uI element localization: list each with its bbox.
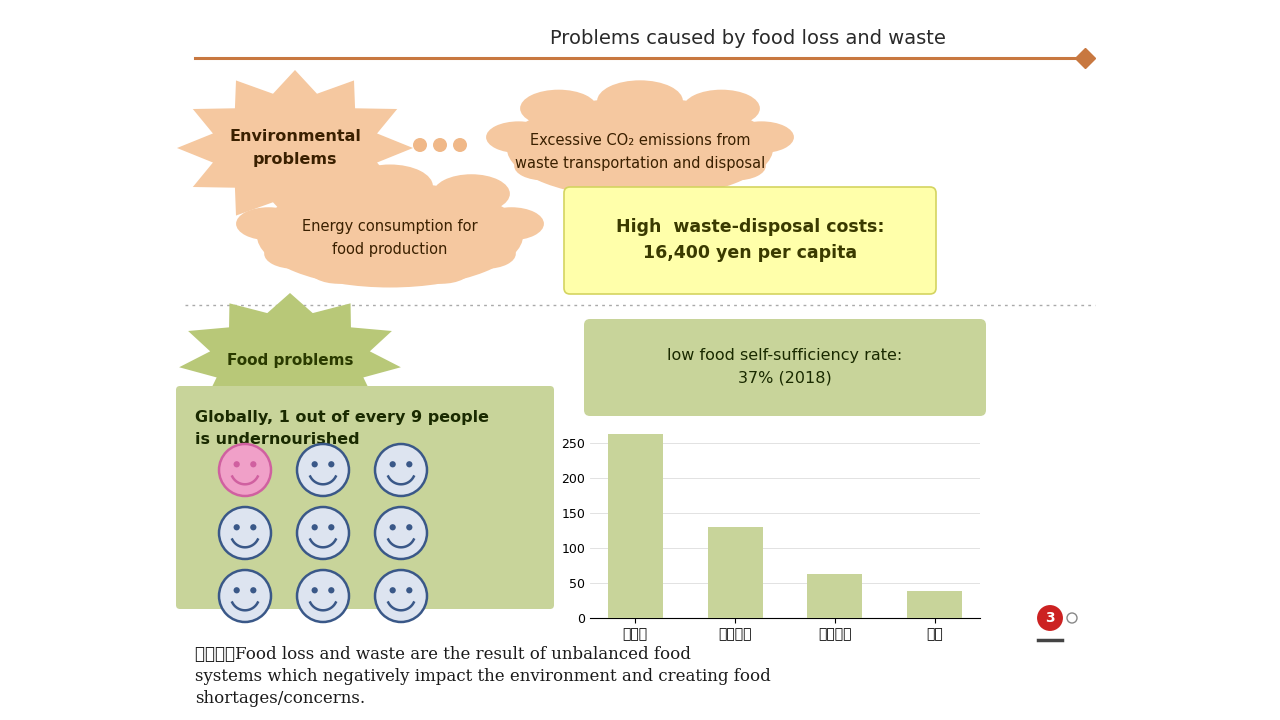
Circle shape bbox=[328, 587, 334, 593]
Circle shape bbox=[406, 587, 412, 593]
Circle shape bbox=[250, 587, 256, 593]
Bar bbox=[808, 574, 863, 618]
Circle shape bbox=[311, 461, 317, 467]
Bar bbox=[708, 527, 763, 618]
Circle shape bbox=[250, 524, 256, 531]
Ellipse shape bbox=[507, 98, 773, 199]
Ellipse shape bbox=[486, 122, 552, 153]
Ellipse shape bbox=[684, 90, 760, 127]
Bar bbox=[908, 591, 963, 618]
Circle shape bbox=[233, 587, 239, 593]
Text: Environmental
problems: Environmental problems bbox=[229, 130, 361, 166]
Ellipse shape bbox=[515, 152, 573, 181]
Bar bbox=[608, 434, 663, 618]
Circle shape bbox=[453, 138, 467, 152]
FancyBboxPatch shape bbox=[584, 319, 986, 416]
Circle shape bbox=[413, 138, 428, 152]
Ellipse shape bbox=[270, 174, 347, 213]
Circle shape bbox=[219, 570, 271, 622]
Ellipse shape bbox=[236, 207, 301, 240]
Circle shape bbox=[310, 223, 320, 233]
Ellipse shape bbox=[520, 90, 596, 127]
Circle shape bbox=[298, 208, 312, 222]
Circle shape bbox=[317, 234, 326, 242]
Text: low food self-sufficiency rate:
37% (2018): low food self-sufficiency rate: 37% (201… bbox=[667, 348, 902, 386]
Circle shape bbox=[389, 461, 396, 467]
Text: Excessive CO₂ emissions from
waste transportation and disposal: Excessive CO₂ emissions from waste trans… bbox=[515, 133, 765, 171]
Text: 3: 3 bbox=[1046, 611, 1055, 625]
Ellipse shape bbox=[662, 166, 722, 195]
Text: 図表１：Food loss and waste are the result of unbalanced food: 図表１：Food loss and waste are the result o… bbox=[195, 646, 691, 663]
Circle shape bbox=[375, 507, 428, 559]
Text: High  waste-disposal costs:
16,400 yen per capita: High waste-disposal costs: 16,400 yen pe… bbox=[616, 217, 884, 262]
Circle shape bbox=[406, 461, 412, 467]
Circle shape bbox=[375, 444, 428, 496]
Ellipse shape bbox=[457, 239, 516, 269]
Text: Problems caused by food loss and waste: Problems caused by food loss and waste bbox=[550, 29, 946, 48]
Ellipse shape bbox=[479, 207, 544, 240]
Ellipse shape bbox=[728, 122, 794, 153]
Polygon shape bbox=[179, 293, 401, 420]
Ellipse shape bbox=[257, 182, 524, 287]
Ellipse shape bbox=[347, 164, 433, 208]
Text: Globally, 1 out of every 9 people
is undernourished: Globally, 1 out of every 9 people is und… bbox=[195, 410, 489, 447]
Ellipse shape bbox=[433, 174, 509, 213]
FancyBboxPatch shape bbox=[564, 187, 936, 294]
Circle shape bbox=[328, 461, 334, 467]
Circle shape bbox=[297, 507, 349, 559]
Ellipse shape bbox=[308, 253, 367, 284]
Ellipse shape bbox=[558, 166, 618, 195]
Circle shape bbox=[389, 587, 396, 593]
Circle shape bbox=[250, 461, 256, 467]
Text: systems which negatively impact the environment and creating food: systems which negatively impact the envi… bbox=[195, 668, 771, 685]
Circle shape bbox=[219, 507, 271, 559]
Circle shape bbox=[375, 570, 428, 622]
Circle shape bbox=[233, 524, 239, 531]
Circle shape bbox=[233, 461, 239, 467]
Circle shape bbox=[328, 524, 334, 531]
Circle shape bbox=[297, 570, 349, 622]
Text: Energy consumption for
food production: Energy consumption for food production bbox=[302, 220, 477, 256]
Circle shape bbox=[389, 524, 396, 531]
Polygon shape bbox=[177, 70, 413, 226]
Circle shape bbox=[219, 444, 271, 496]
Circle shape bbox=[433, 138, 447, 152]
Text: shortages/concerns.: shortages/concerns. bbox=[195, 690, 365, 707]
Ellipse shape bbox=[596, 81, 684, 122]
FancyBboxPatch shape bbox=[177, 386, 554, 609]
Ellipse shape bbox=[264, 239, 324, 269]
Ellipse shape bbox=[707, 152, 765, 181]
Circle shape bbox=[1036, 604, 1064, 632]
Text: Food problems: Food problems bbox=[227, 353, 353, 367]
Circle shape bbox=[297, 444, 349, 496]
Ellipse shape bbox=[412, 253, 471, 284]
Circle shape bbox=[406, 524, 412, 531]
Circle shape bbox=[311, 587, 317, 593]
Circle shape bbox=[311, 524, 317, 531]
